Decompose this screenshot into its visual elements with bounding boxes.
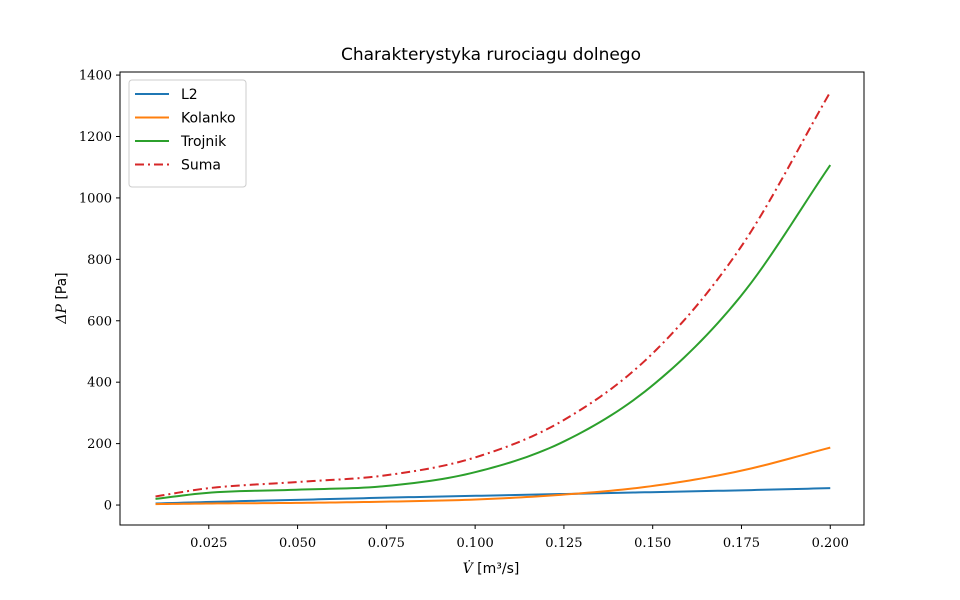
x-tick-label: 0.025 (190, 536, 227, 551)
chart-title: Charakterystyka rurociagu dolnego (341, 45, 641, 65)
y-tick-label: 0 (104, 499, 112, 514)
y-tick-label: 1000 (79, 191, 112, 206)
x-axis-label: V̇ [m³/s] (463, 559, 520, 577)
x-axis: 0.025 0.050 0.075 0.100 0.125 0.150 0.175 0.200 (190, 525, 849, 551)
x-tick-label: 0.125 (545, 536, 582, 551)
y-axis-unit: [Pa] (54, 272, 70, 304)
y-tick-label: 200 (87, 437, 112, 452)
series-line-suma (155, 91, 832, 498)
x-tick-label: 0.075 (368, 536, 405, 551)
x-tick-label: 0.200 (812, 536, 849, 551)
series-line-kolanko (155, 446, 831, 506)
legend-label: Suma (181, 158, 221, 174)
y-tick-label: 400 (87, 376, 112, 391)
legend-label: L2 (181, 87, 198, 103)
legend-label: Trojnik (180, 134, 227, 150)
legend-label: Kolanko (181, 111, 236, 127)
series-line-l2 (155, 487, 831, 505)
y-tick-label: 1400 (79, 69, 112, 84)
series-line-trojnik (155, 164, 832, 500)
x-tick-label: 0.100 (457, 536, 494, 551)
y-axis-symbol: ΔP (54, 304, 70, 325)
x-axis-symbol: V̇ (463, 559, 475, 577)
y-axis: 0 200 400 600 800 1000 1200 1400 (79, 69, 120, 514)
legend-box (128, 79, 247, 188)
plot-area (155, 91, 832, 506)
x-tick-label: 0.050 (279, 536, 316, 551)
x-tick-label: 0.175 (723, 536, 760, 551)
y-axis-label: ΔP [Pa] (54, 272, 70, 324)
plot-frame (119, 71, 865, 526)
y-tick-label: 800 (87, 253, 112, 268)
x-axis-unit: [m³/s] (473, 561, 520, 577)
legend: L2 Kolanko Trojnik Suma (128, 79, 247, 188)
y-tick-label: 1200 (79, 130, 112, 145)
y-tick-label: 600 (87, 314, 112, 329)
x-tick-label: 0.150 (634, 536, 671, 551)
